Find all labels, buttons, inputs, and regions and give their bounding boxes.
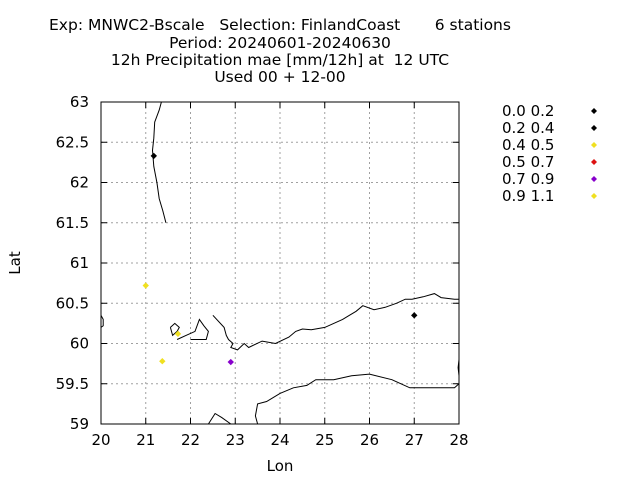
x-axis-ticks: 20 21 22 23 24 25 26 27 28 [91, 102, 469, 449]
legend-label: 0.2 0.4 [502, 119, 554, 137]
x-tick-label: 25 [315, 431, 334, 449]
y-tick-label: 63 [70, 93, 89, 111]
coastline [254, 373, 460, 425]
coastline [100, 315, 104, 328]
legend-marker [591, 193, 597, 199]
chart-title-line-2: Period: 20240601-20240630 [169, 34, 391, 52]
y-tick-label: 62 [70, 174, 89, 192]
legend-label: 0.0 0.2 [502, 102, 554, 120]
legend-marker [591, 176, 597, 182]
y-tick-label: 61 [70, 254, 89, 272]
legend-label: 0.7 0.9 [502, 170, 554, 188]
station-points [142, 152, 418, 366]
y-tick-label: 60 [70, 335, 89, 353]
x-tick-label: 27 [405, 431, 424, 449]
legend-label: 0.4 0.5 [502, 136, 554, 154]
y-tick-label: 62.5 [56, 133, 89, 151]
station-point [159, 358, 166, 365]
legend-marker [591, 159, 597, 165]
chart-title-line-3: 12h Precipitation mae [mm/12h] at 12 UTC [110, 51, 450, 69]
legend-marker [591, 142, 597, 148]
station-point [227, 358, 234, 366]
chart-title-line-1: Exp: MNWC2-Bscale Selection: FinlandCoas… [49, 16, 511, 34]
station-point [150, 152, 158, 160]
legend-label: 0.9 1.1 [502, 187, 554, 205]
coastline [176, 318, 209, 340]
x-tick-label: 22 [181, 431, 200, 449]
y-tick-label: 59 [70, 415, 89, 433]
legend-marker [591, 108, 597, 114]
y-axis-label: Lat [6, 251, 24, 275]
grid-lines [101, 102, 459, 424]
y-tick-label: 60.5 [56, 294, 89, 312]
x-tick-label: 20 [91, 431, 110, 449]
legend-label: 0.5 0.7 [502, 153, 554, 171]
x-tick-label: 26 [360, 431, 379, 449]
legend-marker [591, 125, 597, 131]
coastline [207, 412, 232, 425]
y-tick-label: 59.5 [56, 375, 89, 393]
x-axis-label: Lon [267, 457, 294, 475]
x-tick-label: 23 [226, 431, 245, 449]
x-tick-label: 24 [270, 431, 289, 449]
station-point [411, 312, 418, 319]
coastline [169, 322, 180, 337]
station-point [142, 282, 149, 289]
x-tick-label: 21 [136, 431, 155, 449]
coastline [212, 293, 459, 351]
y-tick-label: 61.5 [56, 214, 89, 232]
y-axis-ticks: 59 59.5 60 60.5 61 61.5 62 62.5 63 [56, 93, 459, 433]
coastline [151, 101, 167, 223]
x-tick-label: 28 [449, 431, 468, 449]
station-point [174, 330, 182, 338]
chart-title-line-4: Used 00 + 12-00 [214, 68, 346, 86]
legend: 0.0 0.20.2 0.40.4 0.50.5 0.70.7 0.90.9 1… [502, 102, 597, 205]
